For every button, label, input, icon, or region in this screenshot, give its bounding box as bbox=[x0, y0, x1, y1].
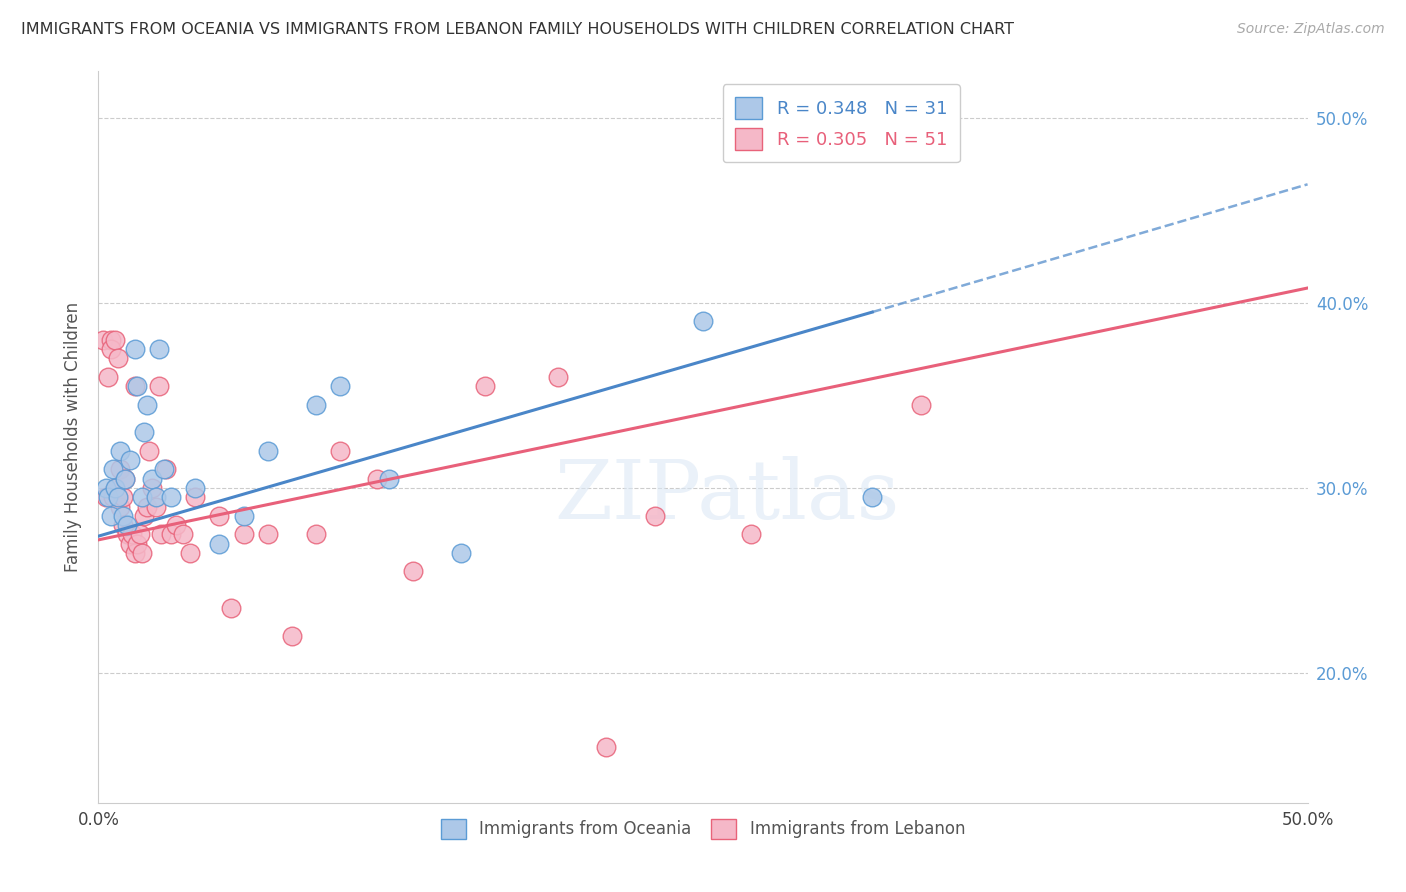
Point bbox=[111, 490, 134, 504]
Point bbox=[644, 508, 666, 523]
Point bbox=[221, 601, 243, 615]
Point bbox=[97, 370, 120, 384]
Point bbox=[305, 398, 328, 412]
Point bbox=[184, 490, 207, 504]
Point bbox=[107, 490, 129, 504]
Text: ZIPatlas: ZIPatlas bbox=[554, 456, 900, 535]
Point bbox=[118, 453, 141, 467]
Point bbox=[595, 740, 617, 755]
Point bbox=[402, 565, 425, 579]
Point bbox=[208, 508, 231, 523]
Point bbox=[134, 425, 156, 440]
Point bbox=[256, 527, 278, 541]
Point bbox=[100, 508, 122, 523]
Point bbox=[256, 444, 278, 458]
Point bbox=[104, 481, 127, 495]
Point bbox=[108, 500, 131, 514]
Point bbox=[121, 527, 143, 541]
Text: Source: ZipAtlas.com: Source: ZipAtlas.com bbox=[1237, 22, 1385, 37]
Point bbox=[329, 444, 352, 458]
Point bbox=[377, 472, 399, 486]
Point bbox=[155, 462, 177, 476]
Point bbox=[100, 333, 122, 347]
Y-axis label: Family Households with Children: Family Households with Children bbox=[65, 302, 83, 572]
Point bbox=[117, 527, 139, 541]
Point bbox=[135, 398, 157, 412]
Point bbox=[148, 342, 170, 356]
Point bbox=[474, 379, 496, 393]
Point bbox=[450, 546, 472, 560]
Point bbox=[124, 546, 146, 560]
Point bbox=[184, 481, 207, 495]
Point bbox=[165, 518, 187, 533]
Point bbox=[124, 379, 146, 393]
Point bbox=[101, 462, 124, 476]
Point bbox=[232, 508, 254, 523]
Point bbox=[138, 444, 160, 458]
Point bbox=[128, 527, 150, 541]
Point bbox=[134, 508, 156, 523]
Point bbox=[91, 333, 114, 347]
Point bbox=[152, 462, 174, 476]
Point bbox=[329, 379, 352, 393]
Point bbox=[141, 481, 163, 495]
Point bbox=[100, 342, 122, 356]
Point bbox=[150, 527, 173, 541]
Point bbox=[135, 500, 157, 514]
Point bbox=[108, 462, 131, 476]
Text: IMMIGRANTS FROM OCEANIA VS IMMIGRANTS FROM LEBANON FAMILY HOUSEHOLDS WITH CHILDR: IMMIGRANTS FROM OCEANIA VS IMMIGRANTS FR… bbox=[21, 22, 1014, 37]
Point bbox=[160, 490, 183, 504]
Point bbox=[117, 518, 139, 533]
Point bbox=[114, 472, 136, 486]
Point bbox=[172, 527, 194, 541]
Point bbox=[160, 527, 183, 541]
Point bbox=[366, 472, 388, 486]
Point bbox=[145, 490, 167, 504]
Point bbox=[94, 481, 117, 495]
Point bbox=[148, 379, 170, 393]
Point bbox=[305, 527, 328, 541]
Point bbox=[94, 490, 117, 504]
Point bbox=[118, 536, 141, 550]
Point bbox=[131, 490, 153, 504]
Point bbox=[104, 481, 127, 495]
Point bbox=[547, 370, 569, 384]
Point bbox=[114, 472, 136, 486]
Point bbox=[145, 500, 167, 514]
Point bbox=[124, 342, 146, 356]
Legend: Immigrants from Oceania, Immigrants from Lebanon: Immigrants from Oceania, Immigrants from… bbox=[434, 812, 972, 846]
Point bbox=[131, 546, 153, 560]
Point bbox=[208, 536, 231, 550]
Point bbox=[281, 629, 304, 643]
Point bbox=[107, 490, 129, 504]
Point bbox=[232, 527, 254, 541]
Point bbox=[104, 333, 127, 347]
Point bbox=[111, 518, 134, 533]
Point bbox=[127, 536, 149, 550]
Point bbox=[910, 398, 932, 412]
Point bbox=[860, 490, 883, 504]
Point bbox=[101, 490, 124, 504]
Point bbox=[111, 508, 134, 523]
Point bbox=[108, 444, 131, 458]
Point bbox=[692, 314, 714, 328]
Point bbox=[740, 527, 762, 541]
Point bbox=[97, 490, 120, 504]
Point bbox=[141, 472, 163, 486]
Point bbox=[107, 351, 129, 366]
Point bbox=[127, 379, 149, 393]
Point bbox=[179, 546, 201, 560]
